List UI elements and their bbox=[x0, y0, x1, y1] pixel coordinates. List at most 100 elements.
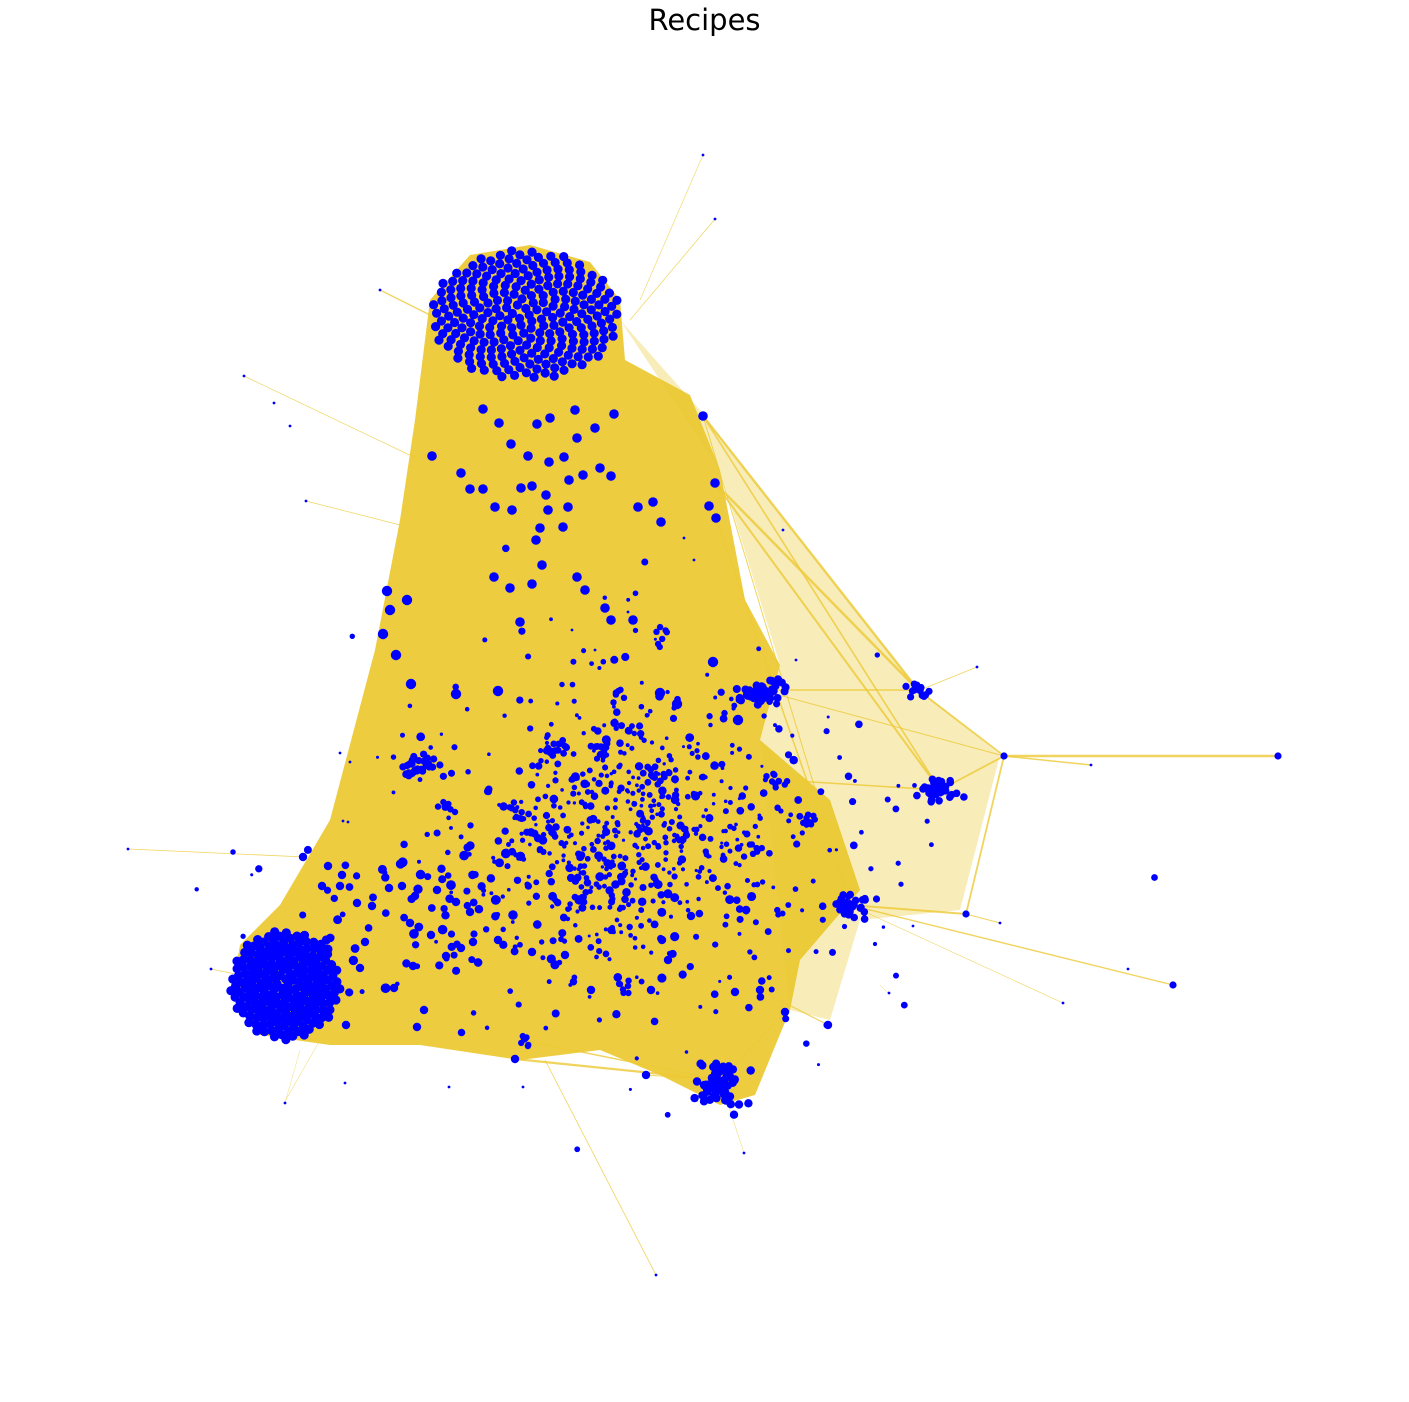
node-505 bbox=[718, 1062, 728, 1071]
node-1255 bbox=[583, 891, 588, 896]
node-899 bbox=[559, 681, 565, 688]
node-985 bbox=[678, 970, 687, 979]
node-1015 bbox=[629, 897, 636, 904]
node-1659 bbox=[491, 912, 500, 921]
node-1694 bbox=[426, 930, 436, 940]
node-126 bbox=[567, 343, 577, 353]
node-1591 bbox=[704, 501, 714, 511]
node-1733 bbox=[998, 921, 1002, 925]
node-918 bbox=[515, 805, 520, 810]
node-1641 bbox=[333, 915, 343, 925]
node-1509 bbox=[735, 837, 740, 842]
node-148 bbox=[448, 300, 458, 310]
chart-title: Recipes bbox=[648, 3, 761, 37]
node-1374 bbox=[884, 796, 891, 803]
node-961 bbox=[684, 793, 691, 800]
node-1301 bbox=[573, 923, 578, 928]
node-1348 bbox=[782, 1015, 790, 1023]
node-867 bbox=[591, 777, 597, 782]
node-52 bbox=[548, 287, 558, 297]
node-1282 bbox=[550, 960, 560, 970]
node-1581 bbox=[572, 572, 582, 582]
node-228 bbox=[597, 343, 607, 353]
node-697 bbox=[644, 763, 652, 771]
node-615 bbox=[858, 896, 867, 904]
node-951 bbox=[563, 840, 569, 846]
node-1395 bbox=[756, 834, 761, 839]
node-1389 bbox=[855, 720, 863, 729]
edge-24 bbox=[544, 1059, 657, 1276]
node-929 bbox=[610, 853, 617, 860]
node-32 bbox=[526, 333, 536, 343]
node-1120 bbox=[636, 852, 642, 858]
node-1681 bbox=[335, 881, 345, 891]
node-1414 bbox=[819, 916, 826, 923]
node-1587 bbox=[427, 451, 437, 461]
node-1749 bbox=[794, 658, 798, 662]
node-750 bbox=[625, 977, 632, 984]
node-685 bbox=[555, 740, 562, 748]
node-87 bbox=[527, 348, 537, 358]
node-1332 bbox=[528, 842, 532, 847]
node-423 bbox=[325, 1005, 335, 1015]
node-29 bbox=[549, 320, 559, 330]
node-1114 bbox=[583, 878, 592, 887]
node-754 bbox=[625, 989, 632, 997]
node-23 bbox=[526, 291, 537, 301]
node-1239 bbox=[580, 869, 587, 876]
node-1709 bbox=[663, 955, 673, 965]
node-542 bbox=[732, 685, 741, 693]
node-224 bbox=[436, 287, 446, 297]
node-1104 bbox=[636, 788, 642, 793]
node-1703 bbox=[510, 1054, 520, 1064]
node-1148 bbox=[773, 700, 781, 708]
node-1347 bbox=[518, 627, 526, 635]
node-236 bbox=[577, 360, 587, 370]
node-1731 bbox=[975, 665, 979, 669]
node-1718 bbox=[378, 288, 382, 292]
edge-19 bbox=[243, 375, 421, 461]
node-1572 bbox=[543, 505, 553, 515]
node-1719 bbox=[242, 374, 246, 378]
node-1140 bbox=[666, 825, 673, 832]
node-1559 bbox=[590, 423, 600, 433]
node-1041 bbox=[651, 798, 657, 804]
node-105 bbox=[568, 336, 579, 346]
node-1568 bbox=[465, 484, 475, 494]
node-198 bbox=[462, 268, 472, 278]
node-249 bbox=[593, 351, 603, 361]
node-111 bbox=[469, 336, 479, 346]
node-177 bbox=[458, 276, 468, 286]
node-576 bbox=[934, 776, 943, 785]
node-997 bbox=[766, 849, 773, 857]
node-545 bbox=[773, 694, 782, 702]
node-1557 bbox=[559, 452, 569, 462]
node-51 bbox=[477, 314, 487, 324]
node-552 bbox=[913, 791, 921, 800]
node-237 bbox=[429, 300, 439, 310]
node-1299 bbox=[594, 954, 599, 960]
node-886 bbox=[570, 751, 577, 757]
node-1408 bbox=[653, 637, 657, 641]
node-99 bbox=[544, 272, 554, 282]
node-129 bbox=[510, 356, 520, 366]
node-836 bbox=[845, 895, 851, 901]
node-185 bbox=[478, 262, 488, 272]
node-155 bbox=[541, 359, 551, 369]
node-1335 bbox=[817, 788, 825, 796]
node-1721 bbox=[288, 424, 292, 428]
node-78 bbox=[534, 275, 544, 285]
edge-9 bbox=[1003, 755, 1092, 766]
node-1265 bbox=[601, 827, 611, 837]
node-1487 bbox=[852, 778, 857, 783]
node-28 bbox=[509, 289, 519, 299]
node-1695 bbox=[441, 951, 451, 961]
node-1711 bbox=[686, 911, 696, 921]
node-173 bbox=[589, 336, 599, 346]
edge-13 bbox=[849, 904, 1174, 986]
node-1588 bbox=[648, 497, 658, 507]
node-1642 bbox=[424, 873, 432, 881]
node-811 bbox=[735, 905, 744, 913]
node-1735 bbox=[887, 991, 891, 995]
node-1736 bbox=[911, 924, 915, 928]
